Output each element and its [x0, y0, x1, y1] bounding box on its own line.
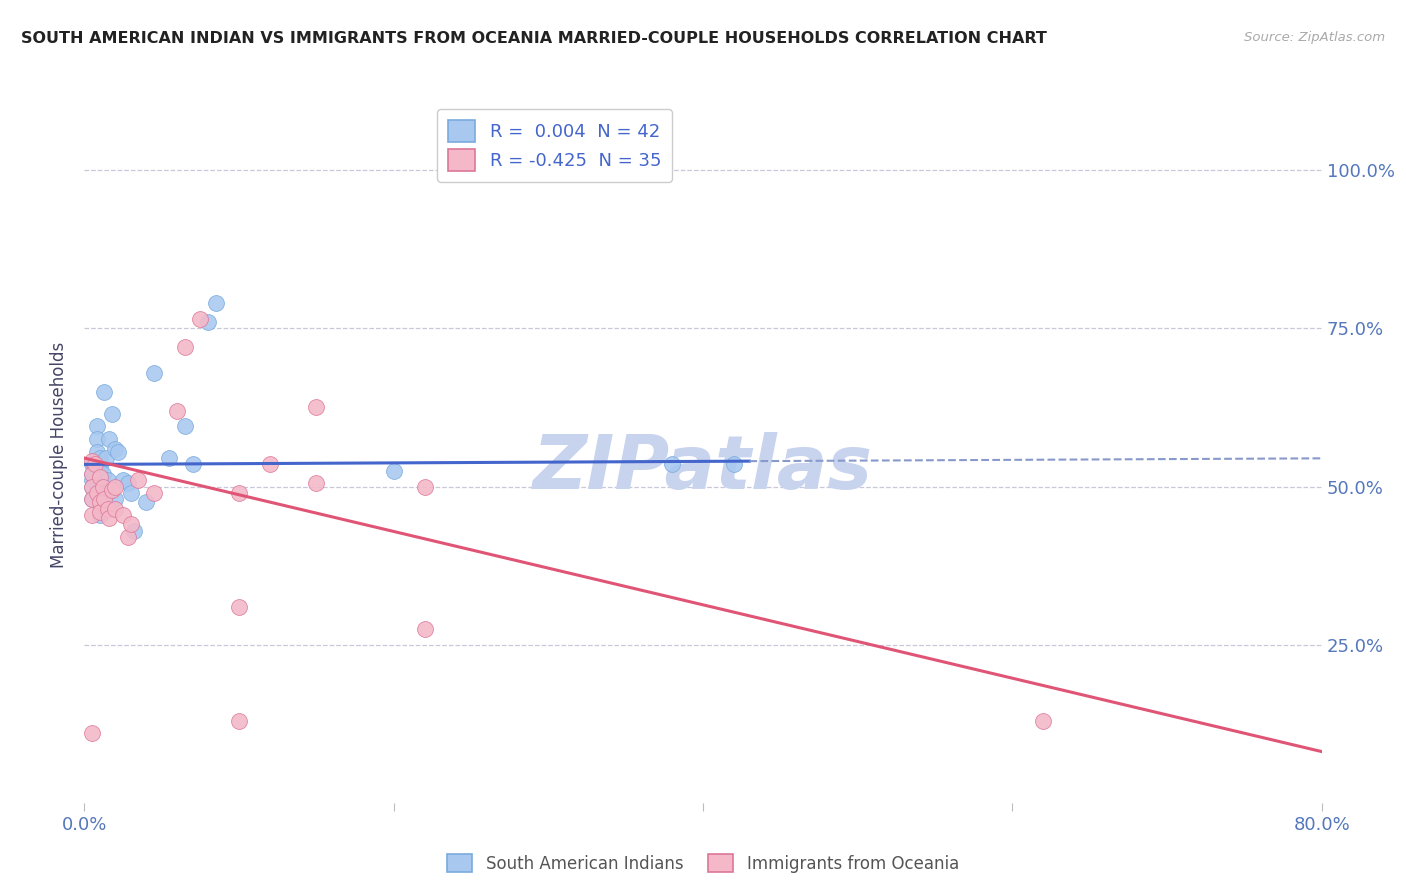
- Point: [181, 458, 204, 472]
- Point: [89, 460, 111, 475]
- Text: ZIPatlas: ZIPatlas: [533, 433, 873, 506]
- Point: [84, 454, 107, 468]
- Point: [197, 315, 219, 329]
- Point: [94, 451, 117, 466]
- Point: [89, 473, 111, 487]
- Point: [89, 486, 111, 500]
- Point: [93, 384, 115, 399]
- Point: [89, 505, 111, 519]
- Legend: R =  0.004  N = 42, R = -0.425  N = 35: R = 0.004 N = 42, R = -0.425 N = 35: [437, 109, 672, 182]
- Point: [228, 714, 250, 728]
- Point: [97, 501, 120, 516]
- Point: [86, 419, 108, 434]
- Point: [84, 467, 107, 481]
- Point: [91, 479, 114, 493]
- Point: [120, 517, 142, 532]
- Point: [174, 419, 197, 434]
- Point: [98, 511, 121, 525]
- Point: [117, 476, 139, 491]
- Point: [104, 442, 127, 456]
- Point: [101, 407, 124, 421]
- Point: [1032, 714, 1054, 728]
- Point: [143, 366, 166, 380]
- Point: [89, 470, 111, 484]
- Point: [87, 460, 110, 475]
- Point: [98, 432, 121, 446]
- Point: [82, 726, 104, 740]
- Point: [84, 458, 107, 472]
- Point: [143, 486, 166, 500]
- Point: [82, 458, 104, 472]
- Point: [228, 486, 250, 500]
- Point: [101, 483, 124, 497]
- Point: [91, 479, 114, 493]
- Point: [97, 473, 120, 487]
- Point: [82, 473, 104, 487]
- Point: [82, 492, 104, 507]
- Point: [112, 508, 135, 522]
- Point: [117, 530, 139, 544]
- Y-axis label: Married-couple Households: Married-couple Households: [51, 342, 69, 568]
- Point: [93, 492, 115, 507]
- Point: [723, 458, 745, 472]
- Point: [228, 599, 250, 614]
- Text: Source: ZipAtlas.com: Source: ZipAtlas.com: [1244, 31, 1385, 45]
- Point: [120, 486, 142, 500]
- Point: [107, 444, 129, 458]
- Point: [205, 296, 228, 310]
- Point: [91, 467, 114, 481]
- Legend: South American Indians, Immigrants from Oceania: South American Indians, Immigrants from …: [440, 847, 966, 880]
- Point: [82, 492, 104, 507]
- Point: [89, 451, 111, 466]
- Point: [89, 495, 111, 509]
- Point: [122, 524, 145, 538]
- Point: [259, 458, 281, 472]
- Point: [188, 312, 212, 326]
- Point: [89, 508, 111, 522]
- Point: [87, 473, 110, 487]
- Point: [82, 479, 104, 493]
- Point: [82, 467, 104, 481]
- Point: [86, 486, 108, 500]
- Point: [86, 444, 108, 458]
- Point: [159, 451, 181, 466]
- Point: [305, 476, 328, 491]
- Point: [97, 486, 120, 500]
- Point: [82, 467, 104, 481]
- Point: [413, 479, 436, 493]
- Point: [174, 340, 197, 354]
- Text: SOUTH AMERICAN INDIAN VS IMMIGRANTS FROM OCEANIA MARRIED-COUPLE HOUSEHOLDS CORRE: SOUTH AMERICAN INDIAN VS IMMIGRANTS FROM…: [21, 31, 1047, 46]
- Point: [112, 473, 135, 487]
- Point: [104, 479, 127, 493]
- Point: [82, 479, 104, 493]
- Point: [661, 458, 683, 472]
- Point: [413, 622, 436, 636]
- Point: [135, 495, 157, 509]
- Point: [104, 492, 127, 507]
- Point: [128, 473, 150, 487]
- Point: [86, 432, 108, 446]
- Point: [166, 403, 188, 417]
- Point: [82, 508, 104, 522]
- Point: [104, 501, 127, 516]
- Point: [305, 401, 328, 415]
- Point: [382, 464, 405, 478]
- Point: [82, 454, 104, 468]
